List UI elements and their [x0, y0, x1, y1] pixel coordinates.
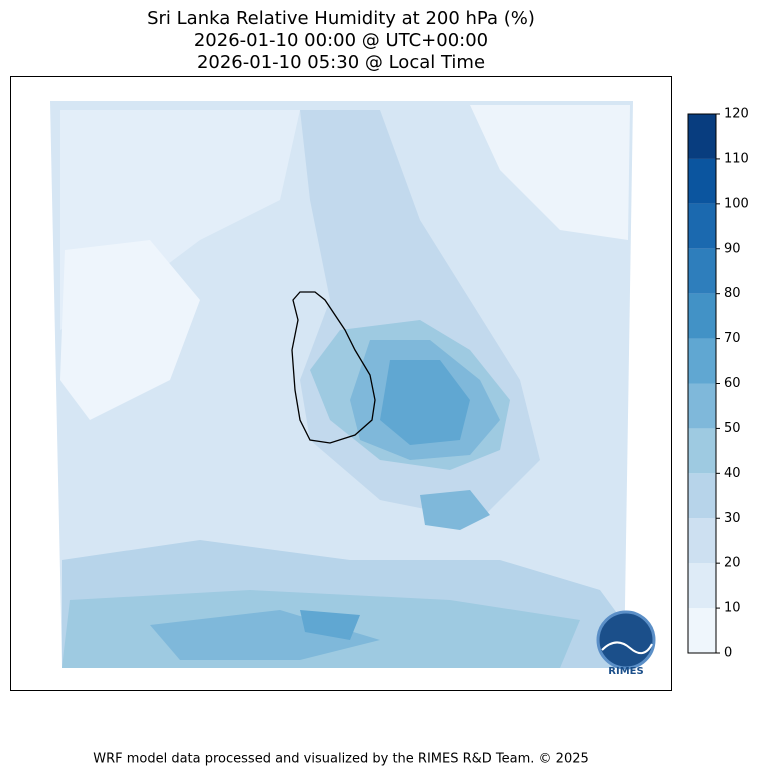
field: [470, 105, 630, 240]
colorbar-tick-label: 60: [724, 376, 741, 391]
field: [60, 240, 200, 420]
colorbar-bin: [688, 293, 716, 339]
field: [380, 360, 470, 445]
field: [420, 490, 490, 530]
colorbar-bin: [688, 383, 716, 429]
logo-wave: [601, 641, 653, 655]
colorbar-bin: [688, 114, 716, 159]
title-line: Sri Lanka Relative Humidity at 200 hPa (…: [147, 8, 535, 29]
colorbar-bin: [688, 473, 716, 519]
colorbar-bin: [688, 518, 716, 564]
title-line: 2026-01-10 00:00 @ UTC+00:00: [194, 30, 488, 51]
map: RIMES: [10, 76, 672, 691]
coastline: [291, 291, 376, 444]
footer: WRF model data processed and visualized …: [93, 752, 589, 767]
field: [150, 610, 380, 660]
colorbar-tick-label: 70: [724, 331, 741, 346]
colorbar-bin: [688, 338, 716, 384]
colorbar-tick-label: 10: [724, 601, 741, 616]
colorbar-tick-label: 0: [724, 646, 732, 661]
colorbar-bin: [688, 608, 716, 653]
colorbar-tick-label: 40: [724, 466, 741, 481]
colorbar-bin: [688, 428, 716, 474]
colorbar-tick-label: 30: [724, 511, 741, 526]
colorbar-tick-label: 50: [724, 421, 741, 436]
colorbar-tick-label: 90: [724, 241, 741, 256]
field: [300, 610, 360, 640]
colorbar-tick-label: 100: [724, 196, 749, 211]
colorbar-bin: [688, 203, 716, 249]
colorbar-bin: [688, 158, 716, 204]
colorbar-tick-label: 20: [724, 556, 741, 571]
colorbar-tick-label: 120: [724, 107, 749, 122]
logo-emblem: [596, 610, 656, 670]
colorbar-bin: [688, 248, 716, 294]
colorbar-bin: [688, 563, 716, 609]
colorbar-tick-label: 110: [724, 151, 749, 166]
colorbar: 0 10 20 30 40 50 60 70 80 90 100 110 120: [687, 107, 749, 661]
logo-text: RIMES: [608, 666, 643, 677]
colorbar-tick-label: 80: [724, 286, 741, 301]
title-line: 2026-01-10 05:30 @ Local Time: [197, 52, 485, 73]
